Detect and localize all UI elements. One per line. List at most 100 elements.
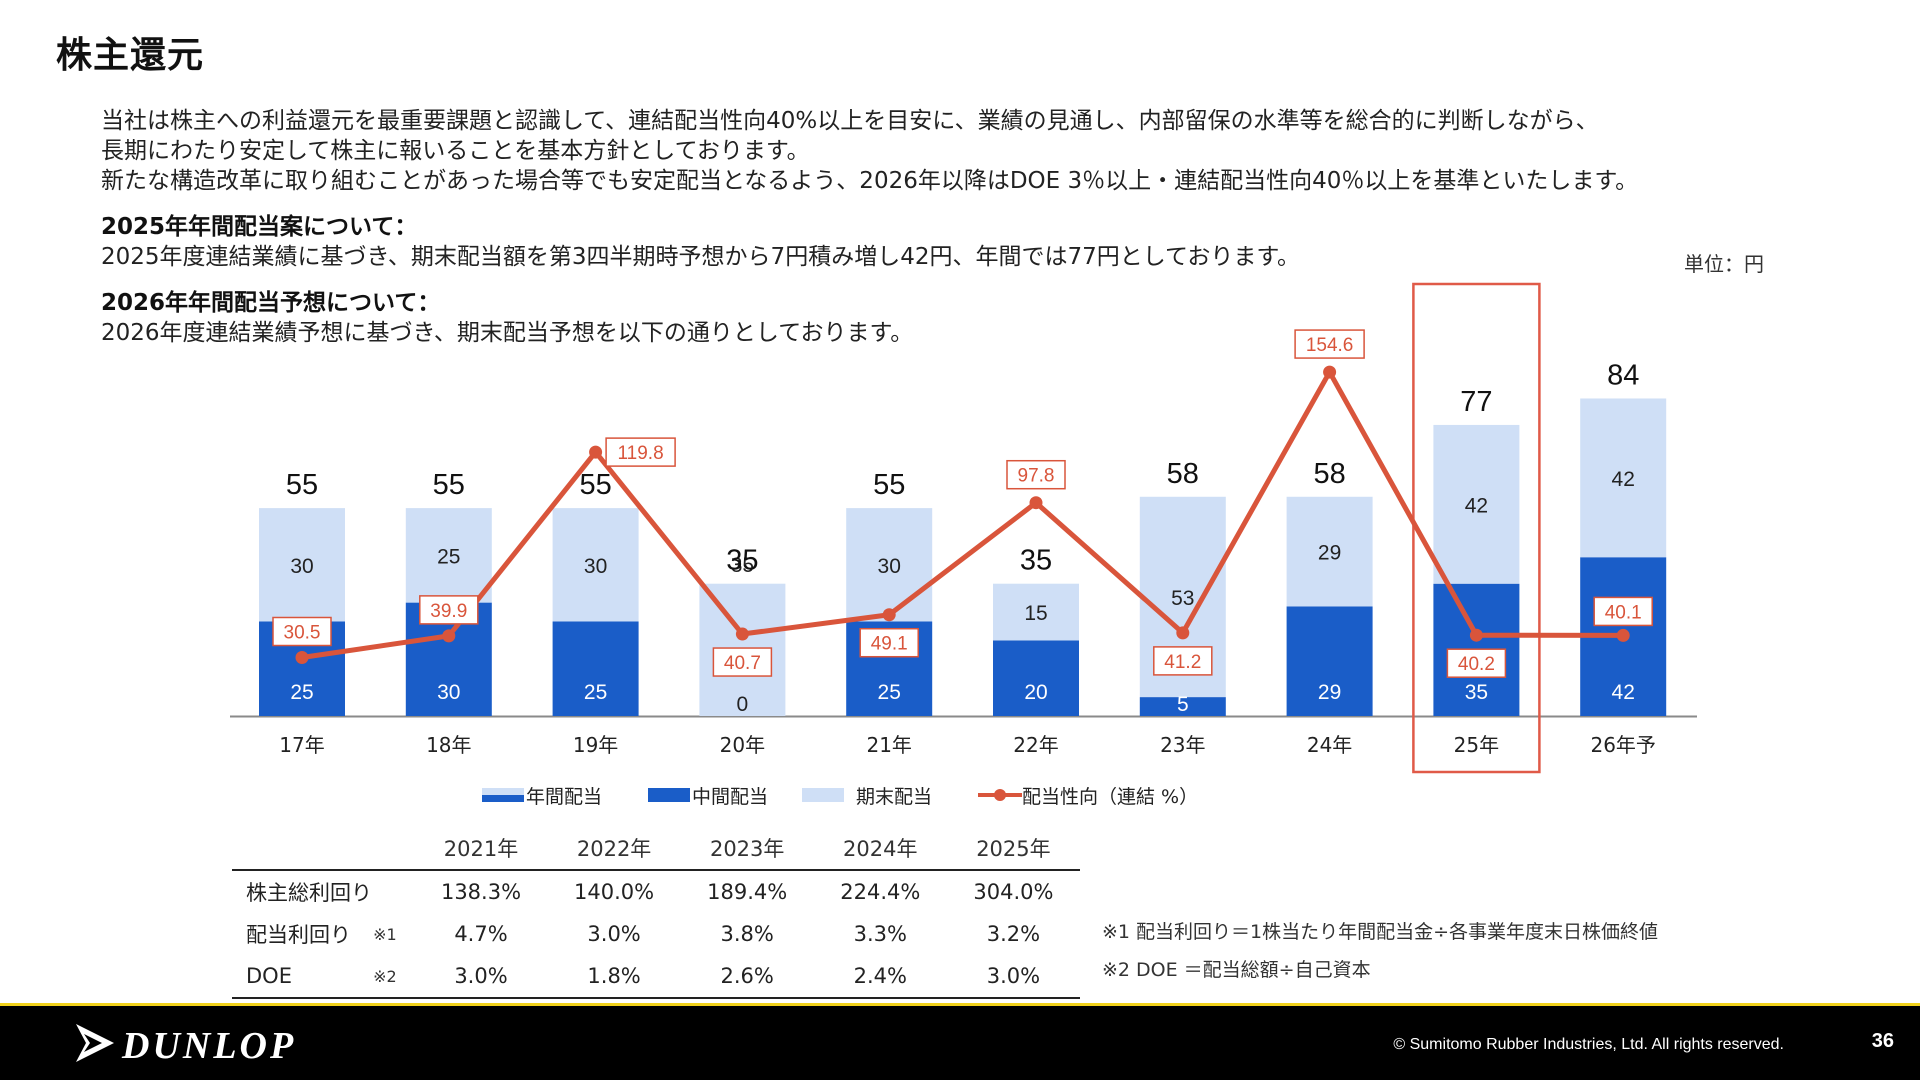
bar-interim-label: 25 bbox=[878, 681, 901, 704]
bar-interim bbox=[552, 621, 639, 716]
bar-interim-label: 25 bbox=[584, 681, 607, 704]
ratio-label-box bbox=[272, 616, 332, 647]
ratio-label: 119.8 bbox=[618, 443, 664, 464]
bar-total-label: 77 bbox=[1460, 386, 1492, 418]
page-title: 株主還元 bbox=[56, 35, 205, 76]
bar-interim-label: 42 bbox=[1612, 681, 1635, 704]
ratio-label: 40.2 bbox=[1458, 654, 1495, 675]
bar-total-label: 58 bbox=[1167, 458, 1199, 490]
bar-final-label: 30 bbox=[878, 555, 901, 578]
footnote-1: ※1 配当利回り＝1株当たり年間配当金÷各事業年度末日株価終値 bbox=[1102, 921, 1659, 943]
ratio-label: 41.2 bbox=[1164, 652, 1201, 673]
ratio-label-box bbox=[1294, 329, 1365, 359]
section-2026-heading: 2026年年間配当予想について： bbox=[101, 290, 441, 316]
x-tick-label: 22年 bbox=[1013, 733, 1058, 757]
table-cell: 189.4% bbox=[707, 880, 788, 904]
ratio-label-box bbox=[1153, 646, 1213, 676]
bar-final-label: 29 bbox=[1318, 542, 1341, 565]
table-cell: 4.7% bbox=[454, 922, 508, 946]
ratio-point bbox=[1616, 628, 1630, 642]
x-tick-label: 25年 bbox=[1454, 733, 1499, 757]
table-header-cell: 2024年 bbox=[813, 827, 947, 871]
ratio-line bbox=[301, 369, 1624, 660]
table-row: 株主総利回り 138.3% 140.0% 189.4% 224.4% 304.0… bbox=[232, 870, 1080, 913]
bar-interim-label: 20 bbox=[1024, 681, 1047, 704]
ratio-point bbox=[589, 445, 603, 459]
dunlop-logo: DUNLOP bbox=[122, 1025, 297, 1067]
legend-annual-label: 年間配当 bbox=[526, 785, 603, 808]
ratio-label: 40.1 bbox=[1605, 602, 1642, 623]
page-number: 36 bbox=[1871, 1030, 1894, 1052]
bar-total-label: 55 bbox=[579, 469, 611, 501]
section-2025: 2025年年間配当案について： 2025年度連結業績に基づき、期末配当額を第3四… bbox=[101, 212, 1300, 272]
row-label: DOE bbox=[232, 955, 374, 999]
bar-final-label: 15 bbox=[1024, 602, 1047, 625]
bar-interim-label: 25 bbox=[290, 681, 313, 704]
section-2026-text: 2026年度連結業績予想に基づき、期末配当予想を以下の通りとしております。 bbox=[101, 320, 914, 346]
bar-interim bbox=[1286, 606, 1373, 716]
x-tick-label: 18年 bbox=[426, 733, 471, 757]
bar-interim-label: 5 bbox=[1177, 693, 1189, 716]
ratio-label: 154.6 bbox=[1306, 335, 1354, 356]
bar-final-label: 30 bbox=[290, 555, 313, 578]
policy-line: 長期にわたり安定して株主に報いることを基本方針としております。 bbox=[101, 138, 810, 164]
table-cell: 2.6% bbox=[680, 955, 814, 999]
table-header-cell: 2022年 bbox=[547, 827, 681, 871]
bar-interim-label: 0 bbox=[737, 693, 749, 716]
table-header-blank bbox=[373, 827, 415, 871]
returns-table: 2021年 2022年 2023年 2024年 2025年 株主総利回り 138… bbox=[232, 827, 1080, 999]
ratio-point bbox=[1323, 365, 1337, 379]
table-cell: 2.4% bbox=[813, 955, 947, 999]
x-tick-label: 23年 bbox=[1160, 733, 1205, 757]
table-header-row: 2021年 2022年 2023年 2024年 2025年 bbox=[232, 827, 1080, 871]
ratio-label: 40.7 bbox=[724, 653, 761, 674]
legend-interim-swatch bbox=[648, 788, 690, 802]
bar-final bbox=[1286, 496, 1373, 607]
table-cell: 3.8% bbox=[720, 922, 774, 946]
ratio-point bbox=[735, 627, 749, 641]
legend-final-label: 期末配当 bbox=[856, 785, 933, 808]
bar-final-label: 42 bbox=[1612, 468, 1635, 491]
bar-total-label: 35 bbox=[1020, 545, 1052, 577]
bar-final-label: 30 bbox=[584, 555, 607, 578]
highlight-box bbox=[1412, 282, 1541, 774]
bar-final bbox=[1580, 398, 1667, 558]
bar-final-label: 35 bbox=[731, 554, 754, 577]
ratio-label-box bbox=[859, 627, 919, 658]
bar-total-label: 35 bbox=[726, 545, 758, 577]
table-cell: 3.0% bbox=[946, 955, 1080, 999]
bar-interim-label: 30 bbox=[437, 681, 460, 704]
bar-total-label: 55 bbox=[873, 469, 905, 501]
ratio-label: 39.9 bbox=[430, 601, 467, 622]
table-cell: 3.0% bbox=[587, 922, 641, 946]
dunlop-flying-d-icon bbox=[76, 1024, 114, 1062]
table-row: 配当利回り ※1 4.7% 3.0% 3.8% 3.3% 3.2% bbox=[232, 913, 1080, 955]
x-tick-label: 24年 bbox=[1307, 733, 1352, 757]
ratio-point bbox=[1029, 496, 1043, 510]
ratio-label-box bbox=[1593, 596, 1653, 627]
x-tick-label: 21年 bbox=[866, 733, 911, 757]
x-tick-label: 20年 bbox=[720, 733, 765, 757]
legend-ratio-swatch bbox=[978, 789, 1022, 801]
bar-final bbox=[405, 508, 492, 603]
table-cell: 1.8% bbox=[547, 955, 681, 999]
bar-interim-label: 35 bbox=[1465, 681, 1488, 704]
table-header-cell: 2025年 bbox=[946, 827, 1080, 871]
table-header-cell: 2021年 bbox=[414, 827, 548, 871]
legend-annual: 年間配当 bbox=[482, 780, 602, 810]
ratio-label: 49.1 bbox=[871, 634, 908, 655]
section-2025-heading: 2025年年間配当案について： bbox=[101, 214, 418, 240]
legend-annual-swatch bbox=[482, 788, 524, 802]
bar-final bbox=[846, 508, 933, 622]
table-header-blank bbox=[232, 827, 374, 871]
policy-line: 新たな構造改革に取り組むことがあった場合等でも安定配当となるよう、2026年以降… bbox=[101, 168, 1639, 194]
bar-interim-label: 29 bbox=[1318, 681, 1341, 704]
ratio-label: 30.5 bbox=[284, 623, 321, 644]
ratio-label-box bbox=[1006, 459, 1066, 490]
unit-label: 単位：円 bbox=[1684, 252, 1764, 276]
footnote-2: ※2 DOE ＝配当総額÷自己資本 bbox=[1102, 959, 1371, 981]
table-cell: 224.4% bbox=[840, 880, 921, 904]
bar-total-label: 58 bbox=[1313, 458, 1345, 490]
bar-final-label: 53 bbox=[1171, 587, 1194, 610]
bar-final bbox=[1433, 424, 1520, 584]
